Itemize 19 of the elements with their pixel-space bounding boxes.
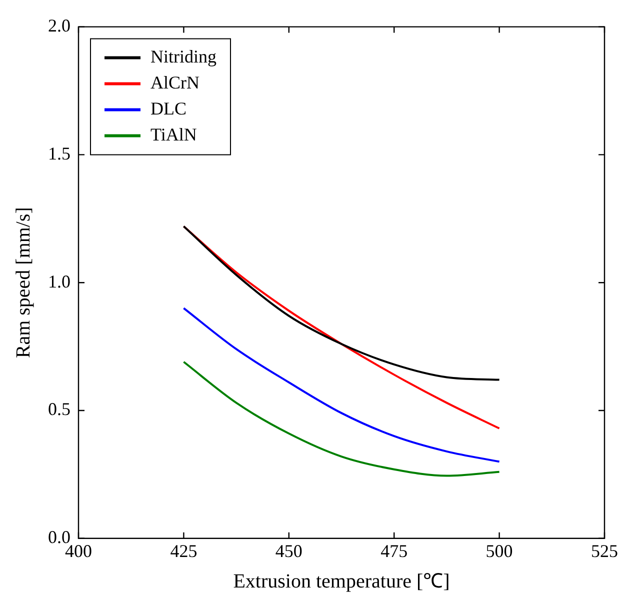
line-series bbox=[182, 360, 500, 477]
y-tick-label: 1.5 bbox=[48, 143, 70, 164]
y-tick-label: 2.0 bbox=[48, 16, 70, 36]
legend-label: DLC bbox=[150, 98, 186, 119]
line-series bbox=[182, 307, 500, 463]
x-tick-label: 475 bbox=[380, 540, 408, 561]
y-tick-label: 0.0 bbox=[48, 527, 70, 548]
legend-label: AlCrN bbox=[150, 72, 200, 93]
y-tick-label: 1.0 bbox=[48, 271, 70, 292]
legend-label: Nitriding bbox=[150, 46, 216, 67]
x-axis-title: Extrusion temperature [℃] bbox=[233, 570, 450, 592]
y-axis-title: Ram speed [mm/s] bbox=[12, 207, 34, 358]
y-tick-label: 0.5 bbox=[48, 399, 70, 420]
x-tick-label: 425 bbox=[170, 540, 198, 561]
x-tick-label: 525 bbox=[591, 540, 618, 561]
legend-label: TiAlN bbox=[150, 124, 197, 145]
x-tick-label: 500 bbox=[486, 540, 513, 561]
line-series bbox=[182, 225, 500, 381]
x-tick-label: 450 bbox=[275, 540, 302, 561]
